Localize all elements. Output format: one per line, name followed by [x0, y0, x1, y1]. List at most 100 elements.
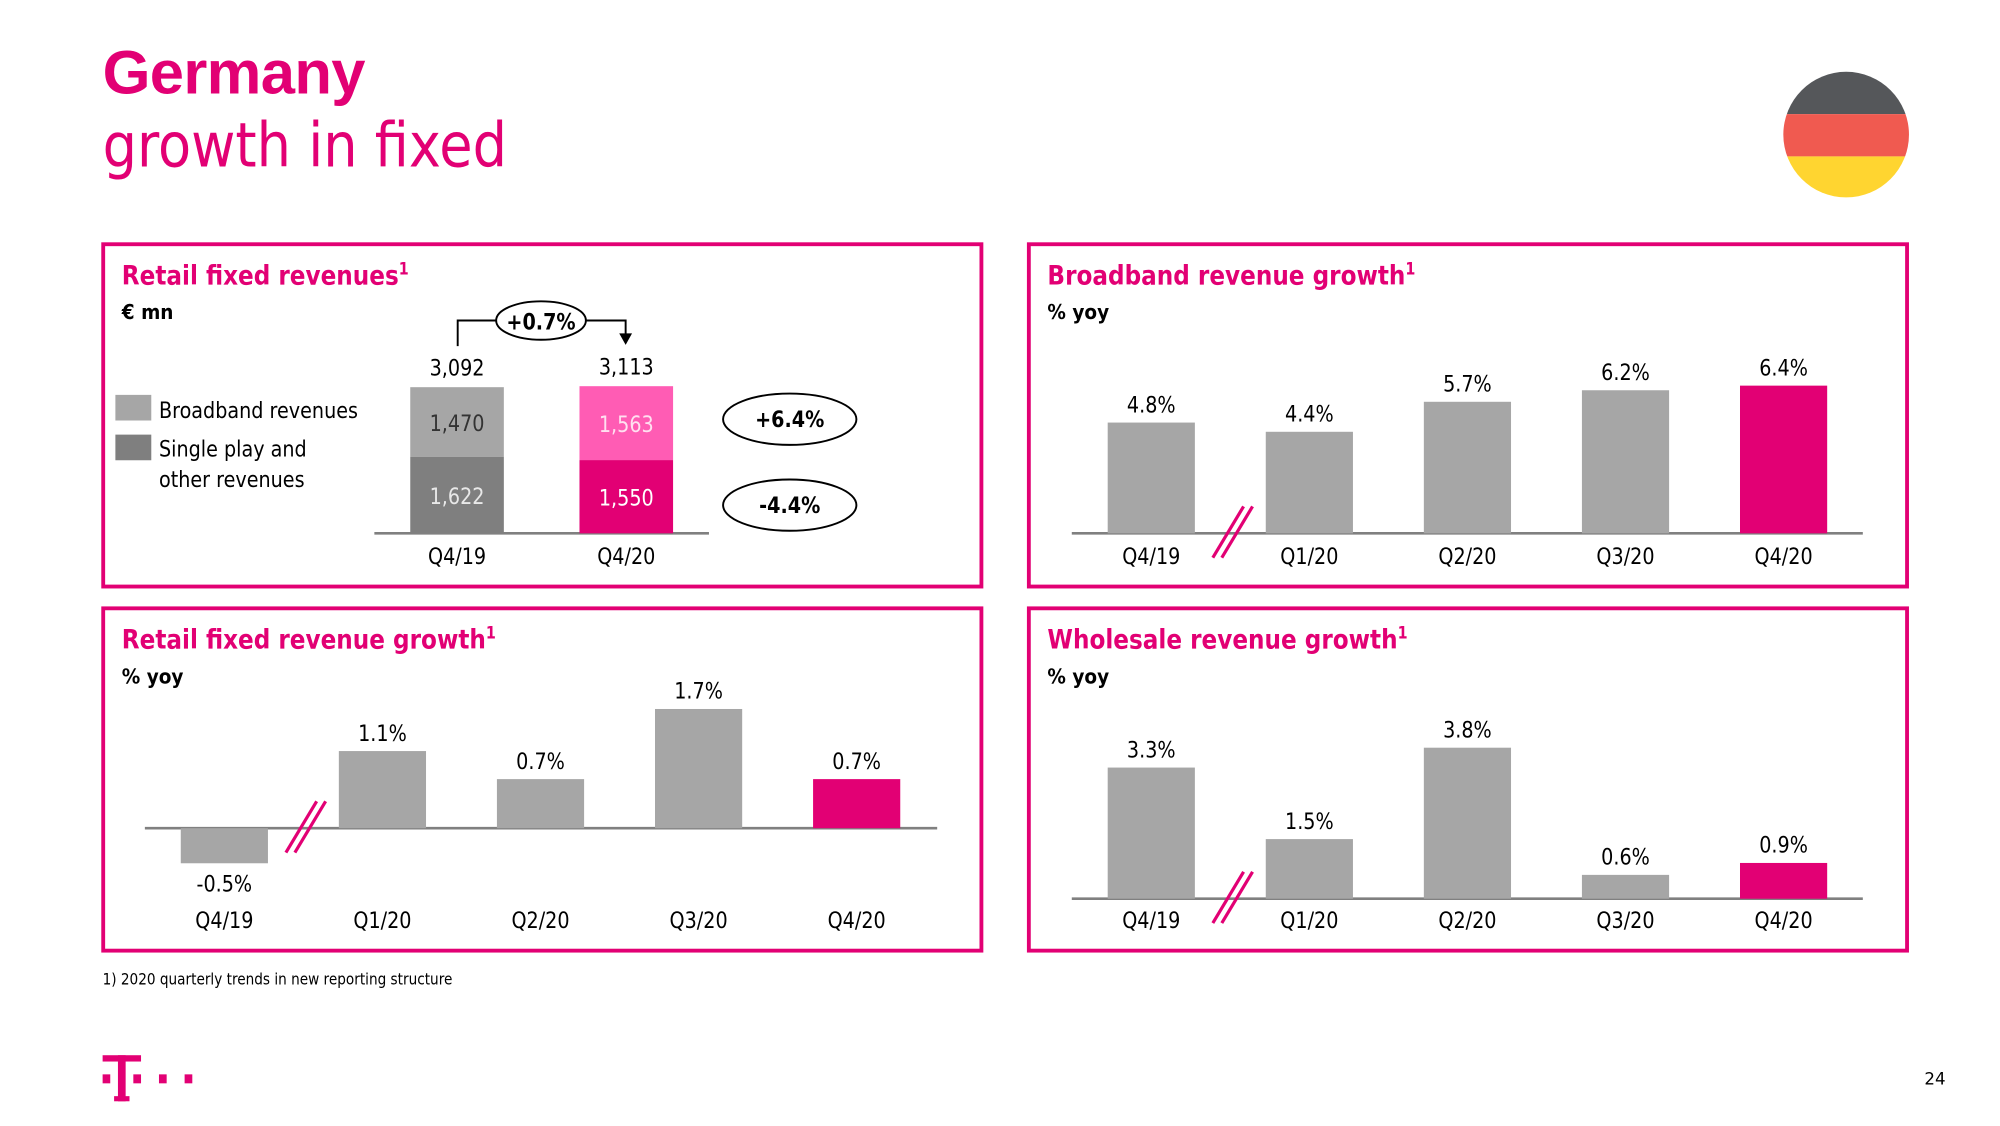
axis-break-icon — [1211, 505, 1245, 559]
germany-flag-icon — [1783, 71, 1909, 198]
chart-title-text: Broadband revenue growth — [1047, 260, 1406, 292]
x-tick-label: Q2/20 — [511, 908, 569, 933]
x-tick-label: Q4/20 — [597, 544, 655, 569]
data-label: 0.7% — [516, 749, 565, 774]
bar — [1423, 401, 1512, 534]
bar — [1265, 839, 1353, 899]
footnote-ref: 1 — [485, 624, 496, 644]
data-label: 4.8% — [1127, 392, 1176, 417]
footnote-ref: 1 — [1405, 260, 1416, 280]
x-tick-label: Q3/20 — [1596, 908, 1654, 933]
x-tick-label: Q1/20 — [1280, 908, 1338, 933]
x-tick-label: Q4/19 — [428, 544, 486, 569]
data-label: 6.4% — [1759, 355, 1808, 380]
data-label: 4.4% — [1285, 401, 1334, 426]
page-subtitle: growth in fixed — [102, 110, 507, 183]
axis-break-icon — [284, 800, 319, 854]
data-label: -0.5% — [197, 871, 253, 896]
axis-break-icon — [1211, 870, 1245, 924]
bar-segment-broadband — [579, 386, 674, 461]
panel-retail-fixed-revenues — [101, 242, 984, 589]
page-title: Germany — [102, 39, 366, 108]
telekom-logo-icon — [102, 1055, 193, 1102]
chart-title: Broadband revenue growth1 — [1047, 260, 1415, 291]
x-tick-label: Q1/20 — [1280, 544, 1338, 569]
x-tick-label: Q4/20 — [1755, 544, 1813, 569]
chart-title-text: Wholesale revenue growth — [1047, 624, 1398, 656]
data-label: 1.7% — [674, 679, 723, 704]
panel-broadband-revenue-growth — [1026, 242, 1909, 589]
legend-swatch-other — [115, 434, 152, 461]
bar — [1739, 862, 1828, 899]
total-label: 3,092 — [430, 355, 485, 380]
bar-segment-other — [410, 456, 504, 534]
x-tick-label: Q4/19 — [195, 908, 253, 933]
change-label: +0.7% — [506, 309, 575, 334]
data-label: 1.5% — [1285, 809, 1334, 834]
footnote-ref: 1 — [398, 260, 409, 280]
bar — [813, 779, 901, 829]
page-number: 24 — [1924, 1070, 1946, 1090]
axis-break-icon — [1220, 870, 1254, 924]
data-label: 1,470 — [430, 411, 485, 436]
change-label: +6.4% — [755, 407, 824, 432]
x-tick-label: Q3/20 — [1596, 544, 1654, 569]
data-label: 6.2% — [1601, 360, 1650, 385]
change-bubble — [722, 392, 858, 446]
chart-unit: % yoy — [121, 664, 184, 689]
flag-stripe-red — [1783, 114, 1909, 157]
x-tick-label: Q4/20 — [1755, 908, 1813, 933]
x-tick-label: Q3/20 — [670, 908, 728, 933]
bar — [1739, 385, 1828, 534]
data-label: 0.7% — [832, 749, 881, 774]
bar — [1107, 767, 1195, 899]
data-label: 1,622 — [430, 484, 485, 509]
chart-title-text: Retail fixed revenue growth — [121, 624, 486, 656]
chart-title-text: Retail fixed revenues — [121, 260, 399, 292]
x-tick-label: Q1/20 — [353, 908, 411, 933]
footnote-ref: 1 — [1397, 624, 1408, 644]
x-tick-label: Q2/20 — [1438, 908, 1496, 933]
chart-title: Wholesale revenue growth1 — [1047, 624, 1407, 655]
x-tick-label: Q4/20 — [828, 908, 886, 933]
x-tick-label: Q2/20 — [1438, 544, 1496, 569]
data-label: 1,563 — [599, 412, 654, 437]
bar — [338, 751, 427, 829]
chart-title: Retail fixed revenue growth1 — [122, 624, 496, 655]
total-label: 3,113 — [599, 354, 654, 379]
arrow-down-icon — [619, 333, 633, 345]
change-label: -4.4% — [759, 493, 820, 518]
legend-label: other revenues — [159, 467, 305, 492]
data-label: 0.6% — [1601, 844, 1650, 869]
bar — [180, 828, 268, 864]
data-label: 3.8% — [1443, 717, 1492, 742]
bar — [1265, 431, 1353, 534]
legend-label: Single play and — [159, 436, 307, 461]
change-bubble — [495, 300, 587, 341]
change-bracket — [584, 319, 627, 336]
panel-wholesale-revenue-growth — [1026, 606, 1909, 953]
change-bracket — [456, 319, 498, 347]
chart-unit: % yoy — [1047, 299, 1110, 325]
panel-retail-fixed-revenue-growth — [101, 606, 984, 953]
data-label: 1.1% — [358, 721, 407, 746]
footnote: 1) 2020 quarterly trends in new reportin… — [102, 969, 453, 989]
bar — [1107, 422, 1195, 534]
legend-swatch-broadband — [115, 394, 152, 421]
data-label: 3.3% — [1127, 737, 1176, 762]
bar — [496, 779, 585, 829]
axis-break-icon — [293, 800, 328, 854]
bar — [654, 708, 743, 829]
chart-title: Retail fixed revenues1 — [122, 260, 409, 291]
bar — [1581, 390, 1670, 534]
change-bubble — [722, 478, 858, 532]
bar-segment-other — [579, 460, 674, 534]
axis-break-icon — [1220, 505, 1254, 559]
bar — [1581, 874, 1670, 899]
x-tick-label: Q4/19 — [1122, 544, 1180, 569]
data-label: 0.9% — [1759, 833, 1808, 858]
bar-segment-broadband — [410, 387, 504, 457]
data-label: 1,550 — [599, 486, 654, 511]
